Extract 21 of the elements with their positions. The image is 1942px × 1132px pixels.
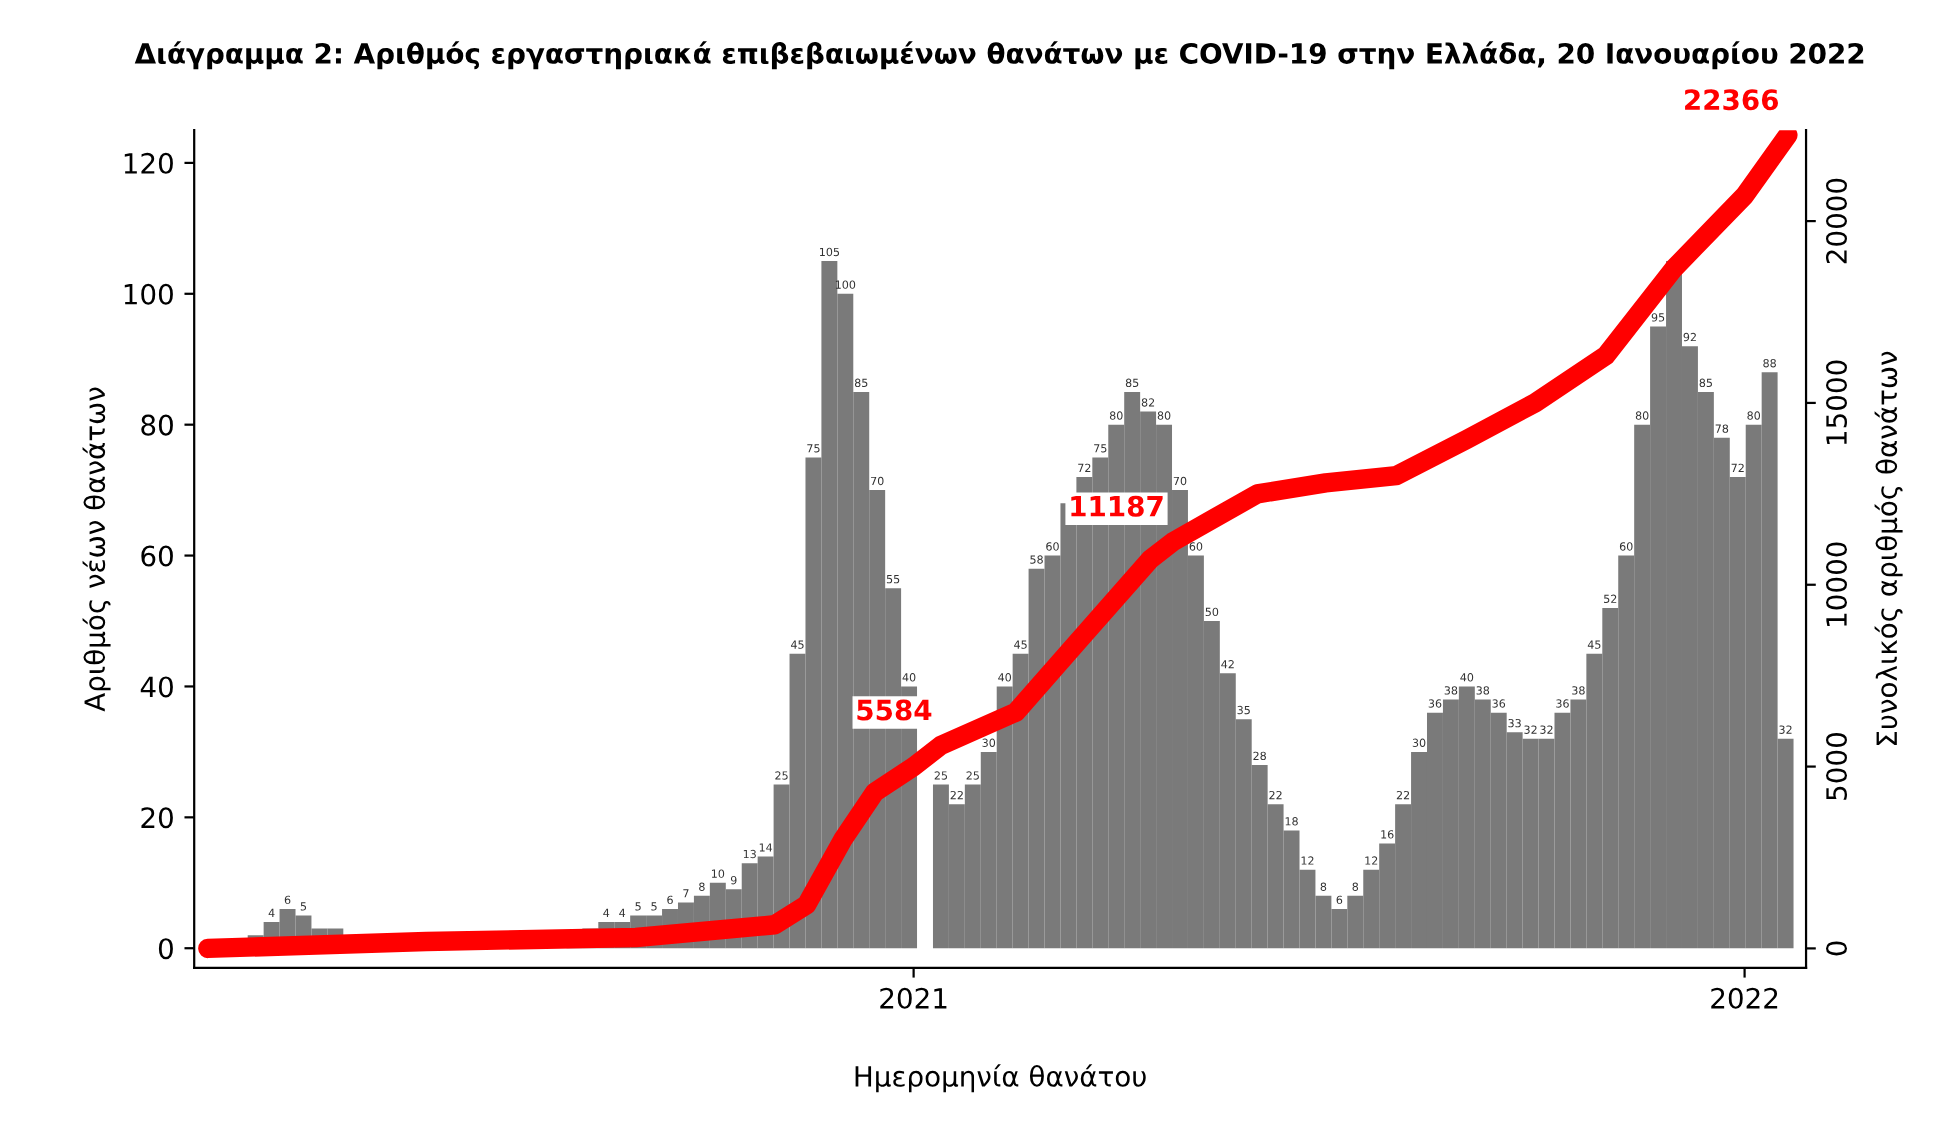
x-tick-label: 2022	[1711, 987, 1778, 1009]
y-tick-label: 0	[158, 938, 173, 960]
data-label: 5584	[857, 699, 932, 721]
chart-title: Διάγραμμα 2: Αριθμός εργαστηριακά επιβεβαιωμένων θανάτων με COVID-19 στην Ελλάδα, 20 Ιανουαρίου 2022	[134, 41, 1864, 70]
y2-tick-label: 5000	[1825, 733, 1848, 800]
x-tick-label: 2021	[880, 987, 947, 1009]
y-tick-label: 20	[141, 807, 173, 829]
y-tick-label: 40	[140, 676, 173, 698]
y2-tick-label: 15000	[1825, 360, 1848, 445]
data-label: 22366	[1685, 89, 1779, 111]
y-axis-title: Αριθμός νέων θανάτων	[82, 387, 111, 712]
y2-tick-label: 20000	[1825, 178, 1848, 264]
x-axis-title: Ημερομηνία θανάτου	[855, 1064, 1146, 1093]
y-tick-label: 100	[124, 283, 173, 305]
y-tick-label: 60	[141, 545, 173, 567]
y2-axis-title: Συνολικός αριθμός θανάτων	[1874, 351, 1903, 745]
y2-tick-label: 0	[1825, 941, 1848, 956]
data-label: 11187	[1071, 495, 1163, 517]
y-tick-label: 120	[124, 152, 173, 174]
y2-tick-label: 10000	[1825, 542, 1848, 626]
y-tick-label: 80	[141, 414, 173, 436]
